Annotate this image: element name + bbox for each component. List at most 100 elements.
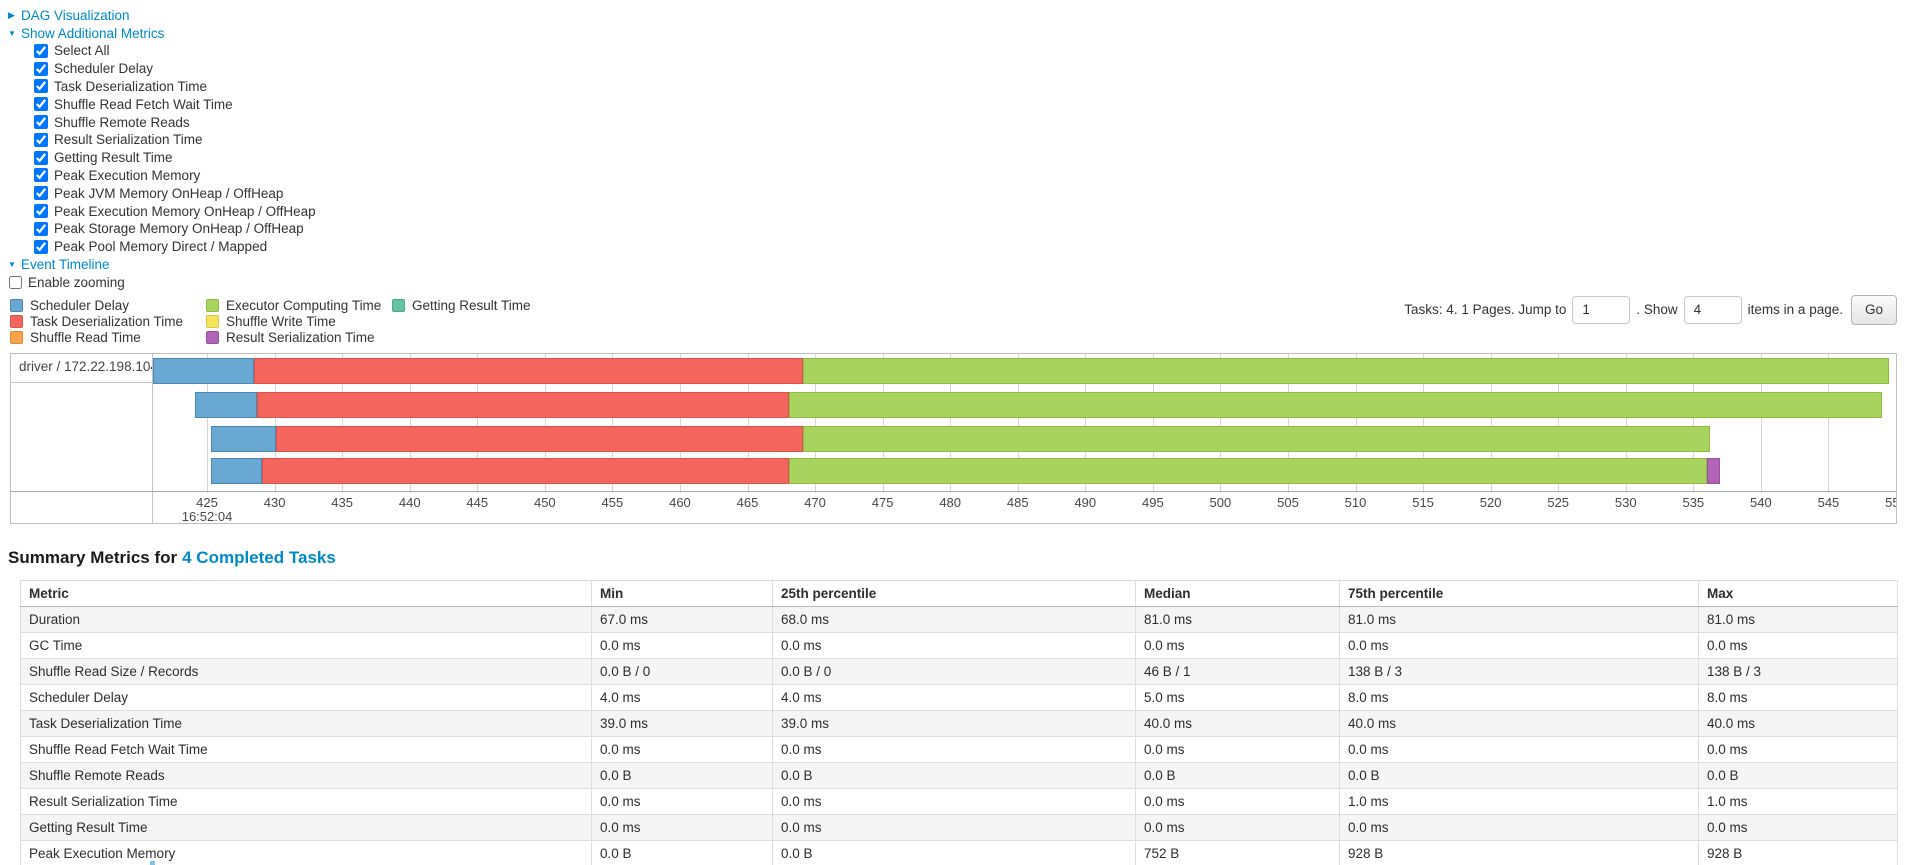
metric-value-cell: 0.0 ms [1135, 735, 1340, 763]
timeline-segment-executor-computing[interactable] [802, 357, 1890, 384]
timeline-segment-task-deserialization[interactable] [254, 357, 803, 384]
timeline-gridline [342, 353, 344, 493]
metric-name-cell: Duration [20, 605, 592, 633]
axis-tick-label: 500 [1209, 494, 1232, 510]
metric-value-cell: 752 B [1135, 839, 1340, 865]
completed-tasks-link[interactable]: 4 Completed Tasks [182, 547, 336, 567]
legend-item: Scheduler Delay [10, 298, 206, 314]
next-section-arrow-sliver [150, 861, 155, 865]
metric-value-cell: 8.0 ms [1339, 683, 1699, 711]
pagination-summary-text: Tasks: 4. 1 Pages. Jump to [1404, 302, 1567, 318]
metric-value-cell: 1.0 ms [1698, 787, 1898, 815]
timeline-segment-task-deserialization[interactable] [275, 425, 803, 452]
table-row: Result Serialization Time 0.0 ms 0.0 ms 0.0… [20, 787, 1898, 815]
timeline-gridline [612, 353, 614, 493]
timeline-segment-task-deserialization[interactable] [257, 391, 790, 418]
expanded-arrow-icon: ▼ [8, 260, 16, 270]
metric-value-cell: 0.0 ms [1135, 631, 1340, 659]
axis-tick-label: 530 [1614, 494, 1637, 510]
table-header-row: Metric Min 25th percentile Median 75th perce… [20, 579, 1898, 607]
items-per-page-input[interactable] [1683, 295, 1742, 324]
timeline-gridline [1760, 353, 1762, 493]
legend-item: Executor Computing Time [206, 298, 392, 314]
metric-value-cell: 0.0 ms [591, 787, 773, 815]
axis-tick-label: 490 [1074, 494, 1097, 510]
timeline-segment-executor-computing[interactable] [789, 457, 1707, 484]
go-button[interactable]: Go [1850, 294, 1897, 325]
timeline-gridline [1490, 353, 1492, 493]
metric-value-cell: 81.0 ms [1135, 605, 1340, 633]
legend-label: Getting Result Time [412, 297, 531, 313]
metric-checkbox[interactable] [34, 97, 48, 112]
legend-item: Shuffle Write Time [206, 313, 392, 329]
metric-value-cell: 0.0 ms [591, 813, 773, 841]
enable-zooming-checkbox[interactable] [9, 276, 22, 290]
table-row: Shuffle Read Fetch Wait Time 0.0 ms 0.0 ms… [20, 735, 1898, 763]
timeline-segment-result-serialization[interactable] [1706, 457, 1721, 484]
metric-checkbox[interactable] [34, 168, 48, 183]
metric-value-cell: 67.0 ms [591, 605, 773, 633]
timeline-gridline [1693, 353, 1695, 493]
table-body: Duration 67.0 ms 68.0 ms 81.0 ms 81.0 ms 81.0… [20, 605, 1898, 865]
jump-to-page-input[interactable] [1572, 295, 1631, 324]
collapsed-arrow-icon: ▶ [8, 9, 15, 20]
axis-tick-label: 465 [736, 494, 759, 510]
metric-checkbox[interactable] [34, 150, 48, 165]
show-additional-metrics-toggle[interactable]: ▼ Show Additional Metrics [8, 24, 1907, 42]
legend-label: Shuffle Write Time [226, 313, 336, 329]
metric-checkbox[interactable] [34, 132, 48, 147]
timeline-gridline [544, 353, 546, 493]
timeline-segment-task-deserialization[interactable] [262, 457, 790, 484]
metric-checkbox[interactable] [34, 115, 48, 130]
dag-visualization-toggle[interactable]: ▶ DAG Visualization [8, 6, 1907, 24]
timeline-segment-scheduler-delay[interactable] [211, 457, 263, 484]
legend-item: Result Serialization Time [206, 329, 392, 345]
timeline-segment-executor-computing[interactable] [802, 425, 1710, 452]
timeline-segment-scheduler-delay[interactable] [211, 425, 276, 452]
timeline-axis-ticks: 425 430 435 440 445 450 455 460 465 470 475 480 485 4… [153, 492, 1896, 523]
metric-checkbox-row: Peak Pool Memory Direct / Mapped [34, 238, 1907, 256]
metric-value-cell: 0.0 B [591, 761, 773, 789]
timeline-segment-scheduler-delay[interactable] [153, 357, 255, 384]
legend-swatch-icon [10, 298, 23, 312]
metric-value-cell: 928 B [1339, 839, 1699, 865]
axis-tick-label: 435 [331, 494, 354, 510]
timeline-task-row [153, 457, 1896, 484]
metric-value-cell: 4.0 ms [772, 683, 1136, 711]
metric-checkbox[interactable] [34, 186, 48, 201]
metric-checkbox[interactable] [34, 79, 48, 94]
metric-checkbox[interactable] [34, 43, 48, 58]
metric-checkbox-label: Getting Result Time [54, 150, 173, 166]
metric-value-cell: 81.0 ms [1339, 605, 1699, 633]
timeline-executor-column: driver / 172.22.198.104 [11, 353, 153, 493]
metric-checkbox-row: Result Serialization Time [34, 131, 1907, 149]
metric-checkbox-row: Task Deserialization Time [34, 78, 1907, 96]
metric-checkbox-label: Result Serialization Time [54, 132, 203, 148]
metric-name-cell: GC Time [20, 631, 592, 659]
timeline-gridline [747, 353, 749, 493]
metric-value-cell: 68.0 ms [772, 605, 1136, 633]
metric-name-cell: Task Deserialization Time [20, 709, 592, 737]
timeline-segment-executor-computing[interactable] [789, 391, 1883, 418]
metric-value-cell: 81.0 ms [1698, 605, 1898, 633]
timeline-segment-scheduler-delay[interactable] [194, 391, 258, 418]
metric-checkbox-row: Peak JVM Memory OnHeap / OffHeap [34, 184, 1907, 202]
legend-item: Task Deserialization Time [10, 313, 206, 329]
metric-checkbox[interactable] [34, 221, 48, 236]
metric-checkbox[interactable] [34, 239, 48, 254]
metric-value-cell: 0.0 ms [1339, 735, 1699, 763]
axis-tick-label: 475 [871, 494, 894, 510]
metric-checkbox[interactable] [34, 204, 48, 219]
axis-tick-label: 550 [1885, 494, 1896, 510]
legend-label: Executor Computing Time [226, 297, 382, 313]
metric-name-cell: Peak Execution Memory [20, 839, 592, 865]
legend-swatch-icon [10, 314, 23, 328]
metric-checkbox[interactable] [34, 61, 48, 76]
metric-value-cell: 0.0 B / 0 [591, 657, 773, 685]
event-timeline-toggle[interactable]: ▼ Event Timeline [8, 256, 1907, 274]
enable-zooming-label: Enable zooming [28, 275, 125, 291]
legend-swatch-icon [206, 330, 219, 344]
timeline-plot-area [153, 353, 1896, 493]
metric-checkbox-label: Shuffle Remote Reads [54, 114, 190, 130]
axis-tick-label: 510 [1344, 494, 1367, 510]
